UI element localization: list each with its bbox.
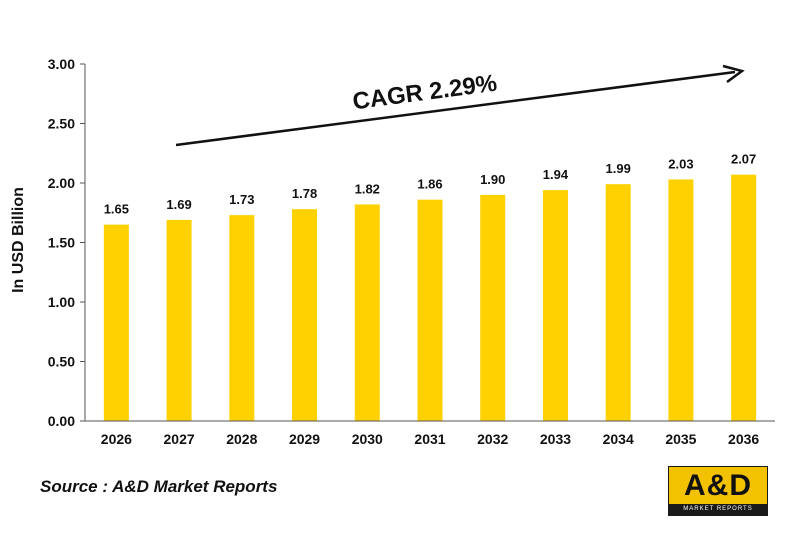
y-tick-label: 0.00 xyxy=(48,413,75,429)
data-label-2035: 2.03 xyxy=(668,156,693,171)
x-tick-label-2030: 2030 xyxy=(352,431,383,447)
bar-2031 xyxy=(417,199,443,421)
logo-main-text: A&D xyxy=(684,469,752,502)
data-label-2028: 1.73 xyxy=(229,192,254,207)
x-tick-label-2035: 2035 xyxy=(665,431,696,447)
y-tick-label: 2.00 xyxy=(48,175,75,191)
bar-2029 xyxy=(292,209,318,421)
x-axis: 2026 2027 2028 2029 2030 2031 2032 2033 2034 2035… xyxy=(85,420,775,447)
y-tick-label: 0.50 xyxy=(48,354,75,370)
data-label-2034: 1.99 xyxy=(606,161,631,176)
cagr-arrow-head xyxy=(722,64,745,84)
cagr-annotation: CAGR 2.29% xyxy=(175,64,745,147)
y-tick-label: 1.50 xyxy=(48,235,75,251)
data-label-2031: 1.86 xyxy=(417,177,442,192)
x-tick-label-2032: 2032 xyxy=(477,431,508,447)
logo-sub-text: MARKET REPORTS xyxy=(669,504,767,515)
ad-market-reports-logo: A&D MARKET REPORTS xyxy=(668,466,768,516)
y-axis: 0.00 0.50 1.00 1.50 2.00 2.50 3.00 xyxy=(48,56,86,429)
data-label-2029: 1.78 xyxy=(292,186,317,201)
data-label-2036: 2.07 xyxy=(731,152,756,167)
bar-2026 xyxy=(103,224,129,421)
source-note: Source : A&D Market Reports xyxy=(40,477,278,496)
bar-2036 xyxy=(731,174,757,421)
bar-chart: 0.00 0.50 1.00 1.50 2.00 2.50 3.00 1.65 1.69 1.7… xyxy=(10,56,775,447)
x-tick-label-2036: 2036 xyxy=(728,431,759,447)
x-tick-label-2033: 2033 xyxy=(540,431,571,447)
data-label-2033: 1.94 xyxy=(543,167,569,182)
x-tick-label-2027: 2027 xyxy=(164,431,195,447)
bar-2035 xyxy=(668,179,694,421)
cagr-label: CAGR 2.29% xyxy=(351,70,499,116)
x-tick-label-2026: 2026 xyxy=(101,431,132,447)
data-label-2030: 1.82 xyxy=(355,181,380,196)
bars-group: 1.65 1.69 1.73 1.78 1.82 1.86 1.90 1.94 1.99 2.03… xyxy=(103,152,757,421)
y-tick-label: 2.50 xyxy=(48,116,75,132)
bar-2032 xyxy=(480,194,506,421)
bar-2034 xyxy=(605,184,631,421)
y-tick-label: 1.00 xyxy=(48,294,75,310)
y-axis-label: In USD Billion xyxy=(10,187,27,293)
x-tick-label-2028: 2028 xyxy=(226,431,257,447)
bar-2030 xyxy=(354,204,380,421)
x-tick-label-2031: 2031 xyxy=(414,431,445,447)
x-tick-label-2034: 2034 xyxy=(603,431,634,447)
data-label-2026: 1.65 xyxy=(104,202,129,217)
data-label-2032: 1.90 xyxy=(480,172,505,187)
bar-2027 xyxy=(166,219,192,421)
bar-2033 xyxy=(542,190,568,421)
x-tick-label-2029: 2029 xyxy=(289,431,320,447)
cagr-arrow-line xyxy=(175,70,736,147)
y-tick-label: 3.00 xyxy=(48,56,75,72)
bar-2028 xyxy=(229,215,255,421)
data-label-2027: 1.69 xyxy=(166,197,191,212)
